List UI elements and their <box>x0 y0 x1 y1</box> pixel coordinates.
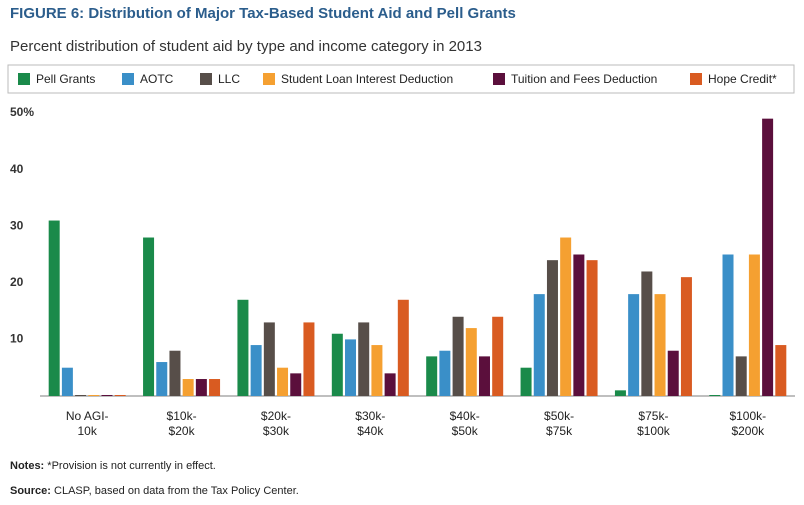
bar <box>263 322 275 396</box>
legend-label: Hope Credit* <box>708 72 777 86</box>
bar <box>452 316 464 396</box>
notes-label: Notes: <box>10 460 44 472</box>
x-tick-label: $50k-$75k <box>544 409 574 438</box>
bar <box>384 373 396 396</box>
legend-swatch <box>122 73 134 85</box>
bar <box>143 237 155 396</box>
bar <box>250 345 262 396</box>
x-tick-label-line: $75k <box>546 424 573 438</box>
legend-swatch <box>18 73 30 85</box>
notes: Notes: *Provision is not currently in ef… <box>10 460 216 472</box>
x-tick-label-line: $20k- <box>261 409 291 423</box>
bar <box>641 271 653 396</box>
x-tick-label: $30k-$40k <box>355 409 385 438</box>
bar <box>492 316 504 396</box>
y-tick-label: 40 <box>10 162 24 176</box>
x-tick-label: $20k-$30k <box>261 409 291 438</box>
source-text: CLASP, based on data from the Tax Policy… <box>54 485 299 497</box>
x-tick-label-line: $100k <box>637 424 671 438</box>
x-tick-label: $40k-$50k <box>450 409 480 438</box>
bar <box>722 254 734 396</box>
bar <box>182 379 194 396</box>
bar <box>654 294 666 396</box>
x-tick-label-line: $40k <box>357 424 384 438</box>
x-tick-label-line: $75k- <box>638 409 668 423</box>
bar <box>709 395 721 396</box>
bar <box>614 390 626 396</box>
notes-text: *Provision is not currently in effect. <box>47 460 216 472</box>
x-tick-label: $75k-$100k <box>637 409 671 438</box>
x-tick-label-line: 10k <box>78 424 98 438</box>
x-tick-label-line: No AGI- <box>66 409 109 423</box>
bar <box>156 362 168 396</box>
legend-swatch <box>493 73 505 85</box>
bar <box>439 350 451 396</box>
y-tick-label: 50% <box>10 105 34 119</box>
bar <box>465 328 477 396</box>
bar <box>546 260 558 396</box>
bar <box>75 395 87 396</box>
legend-swatch <box>690 73 702 85</box>
bar <box>114 395 126 396</box>
x-tick-label-line: $100k- <box>729 409 766 423</box>
bar <box>169 350 181 396</box>
bar <box>88 395 100 396</box>
legend-box <box>7 64 795 94</box>
x-tick-label: No AGI-10k <box>66 409 109 438</box>
bar <box>209 379 221 396</box>
bar <box>331 333 343 396</box>
bar <box>345 339 357 396</box>
source-label: Source: <box>10 485 51 497</box>
legend-swatch <box>263 73 275 85</box>
x-tick-label: $10k-$20k <box>167 409 197 438</box>
bar <box>48 220 60 396</box>
y-tick-label: 20 <box>10 275 24 289</box>
legend-label: Tuition and Fees Deduction <box>511 72 657 86</box>
bar <box>762 118 774 396</box>
bar <box>426 356 438 396</box>
bar <box>775 345 787 396</box>
y-tick-label: 10 <box>10 332 24 346</box>
legend-label: AOTC <box>140 72 174 86</box>
bar <box>478 356 490 396</box>
bar <box>520 367 532 396</box>
bar <box>397 299 409 396</box>
bar <box>586 260 598 396</box>
legend-label: Student Loan Interest Deduction <box>281 72 453 86</box>
x-tick-label-line: $30k- <box>355 409 385 423</box>
bar <box>290 373 302 396</box>
bar <box>358 322 370 396</box>
legend-label: LLC <box>218 72 240 86</box>
bar <box>371 345 383 396</box>
bar <box>61 367 73 396</box>
x-tick-label-line: $30k <box>263 424 290 438</box>
bar <box>237 299 249 396</box>
bar <box>277 367 289 396</box>
bar <box>573 254 585 396</box>
bar <box>195 379 207 396</box>
x-tick-label: $100k-$200k <box>729 409 766 438</box>
bar <box>101 395 113 396</box>
bar <box>748 254 760 396</box>
bar <box>303 322 315 396</box>
x-tick-label-line: $40k- <box>450 409 480 423</box>
bar <box>533 294 545 396</box>
x-tick-label-line: $20k <box>169 424 196 438</box>
bar <box>735 356 747 396</box>
source: Source: CLASP, based on data from the Ta… <box>10 485 299 497</box>
y-tick-label: 30 <box>10 218 24 232</box>
bar <box>680 277 692 396</box>
bar <box>560 237 572 396</box>
bar <box>628 294 640 396</box>
bar <box>667 350 679 396</box>
legend-label: Pell Grants <box>36 72 95 86</box>
chart-subtitle: Percent distribution of student aid by t… <box>10 38 482 55</box>
x-tick-label-line: $50k <box>452 424 479 438</box>
legend-swatch <box>200 73 212 85</box>
x-tick-label-line: $10k- <box>167 409 197 423</box>
x-tick-label-line: $50k- <box>544 409 574 423</box>
chart-title: FIGURE 6: Distribution of Major Tax-Base… <box>10 5 516 22</box>
x-tick-label-line: $200k <box>731 424 765 438</box>
